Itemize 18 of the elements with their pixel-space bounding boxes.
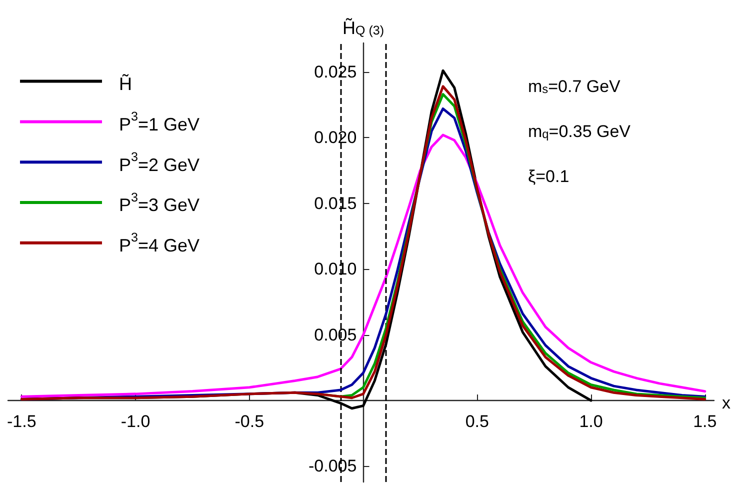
- x-tick-label: -1.0: [120, 412, 150, 431]
- x-tick-label: 1.5: [693, 412, 717, 431]
- x-tick-label: -0.5: [234, 412, 264, 431]
- annotation: ξ=0.1: [528, 167, 570, 186]
- y-tick-label: 0.020: [314, 128, 357, 148]
- annotation: mq=0.35 GeV: [528, 122, 632, 141]
- x-axis-title: x: [722, 394, 731, 413]
- y-tick-label: -0.005: [308, 456, 357, 476]
- x-tick-label: 1.0: [579, 412, 603, 431]
- y-axis-title: H̃Q (3): [342, 18, 384, 38]
- legend-label: H̃: [119, 74, 132, 94]
- x-tick-label: -1.5: [7, 412, 36, 431]
- y-tick-label: 0.005: [314, 325, 357, 344]
- y-tick-label: 0.015: [314, 194, 357, 213]
- annotation: ms=0.7 GeV: [528, 77, 622, 96]
- x-tick-label: 0.5: [465, 412, 489, 431]
- y-tick-label: 0.010: [314, 260, 357, 279]
- y-tick-label: 0.025: [314, 62, 357, 82]
